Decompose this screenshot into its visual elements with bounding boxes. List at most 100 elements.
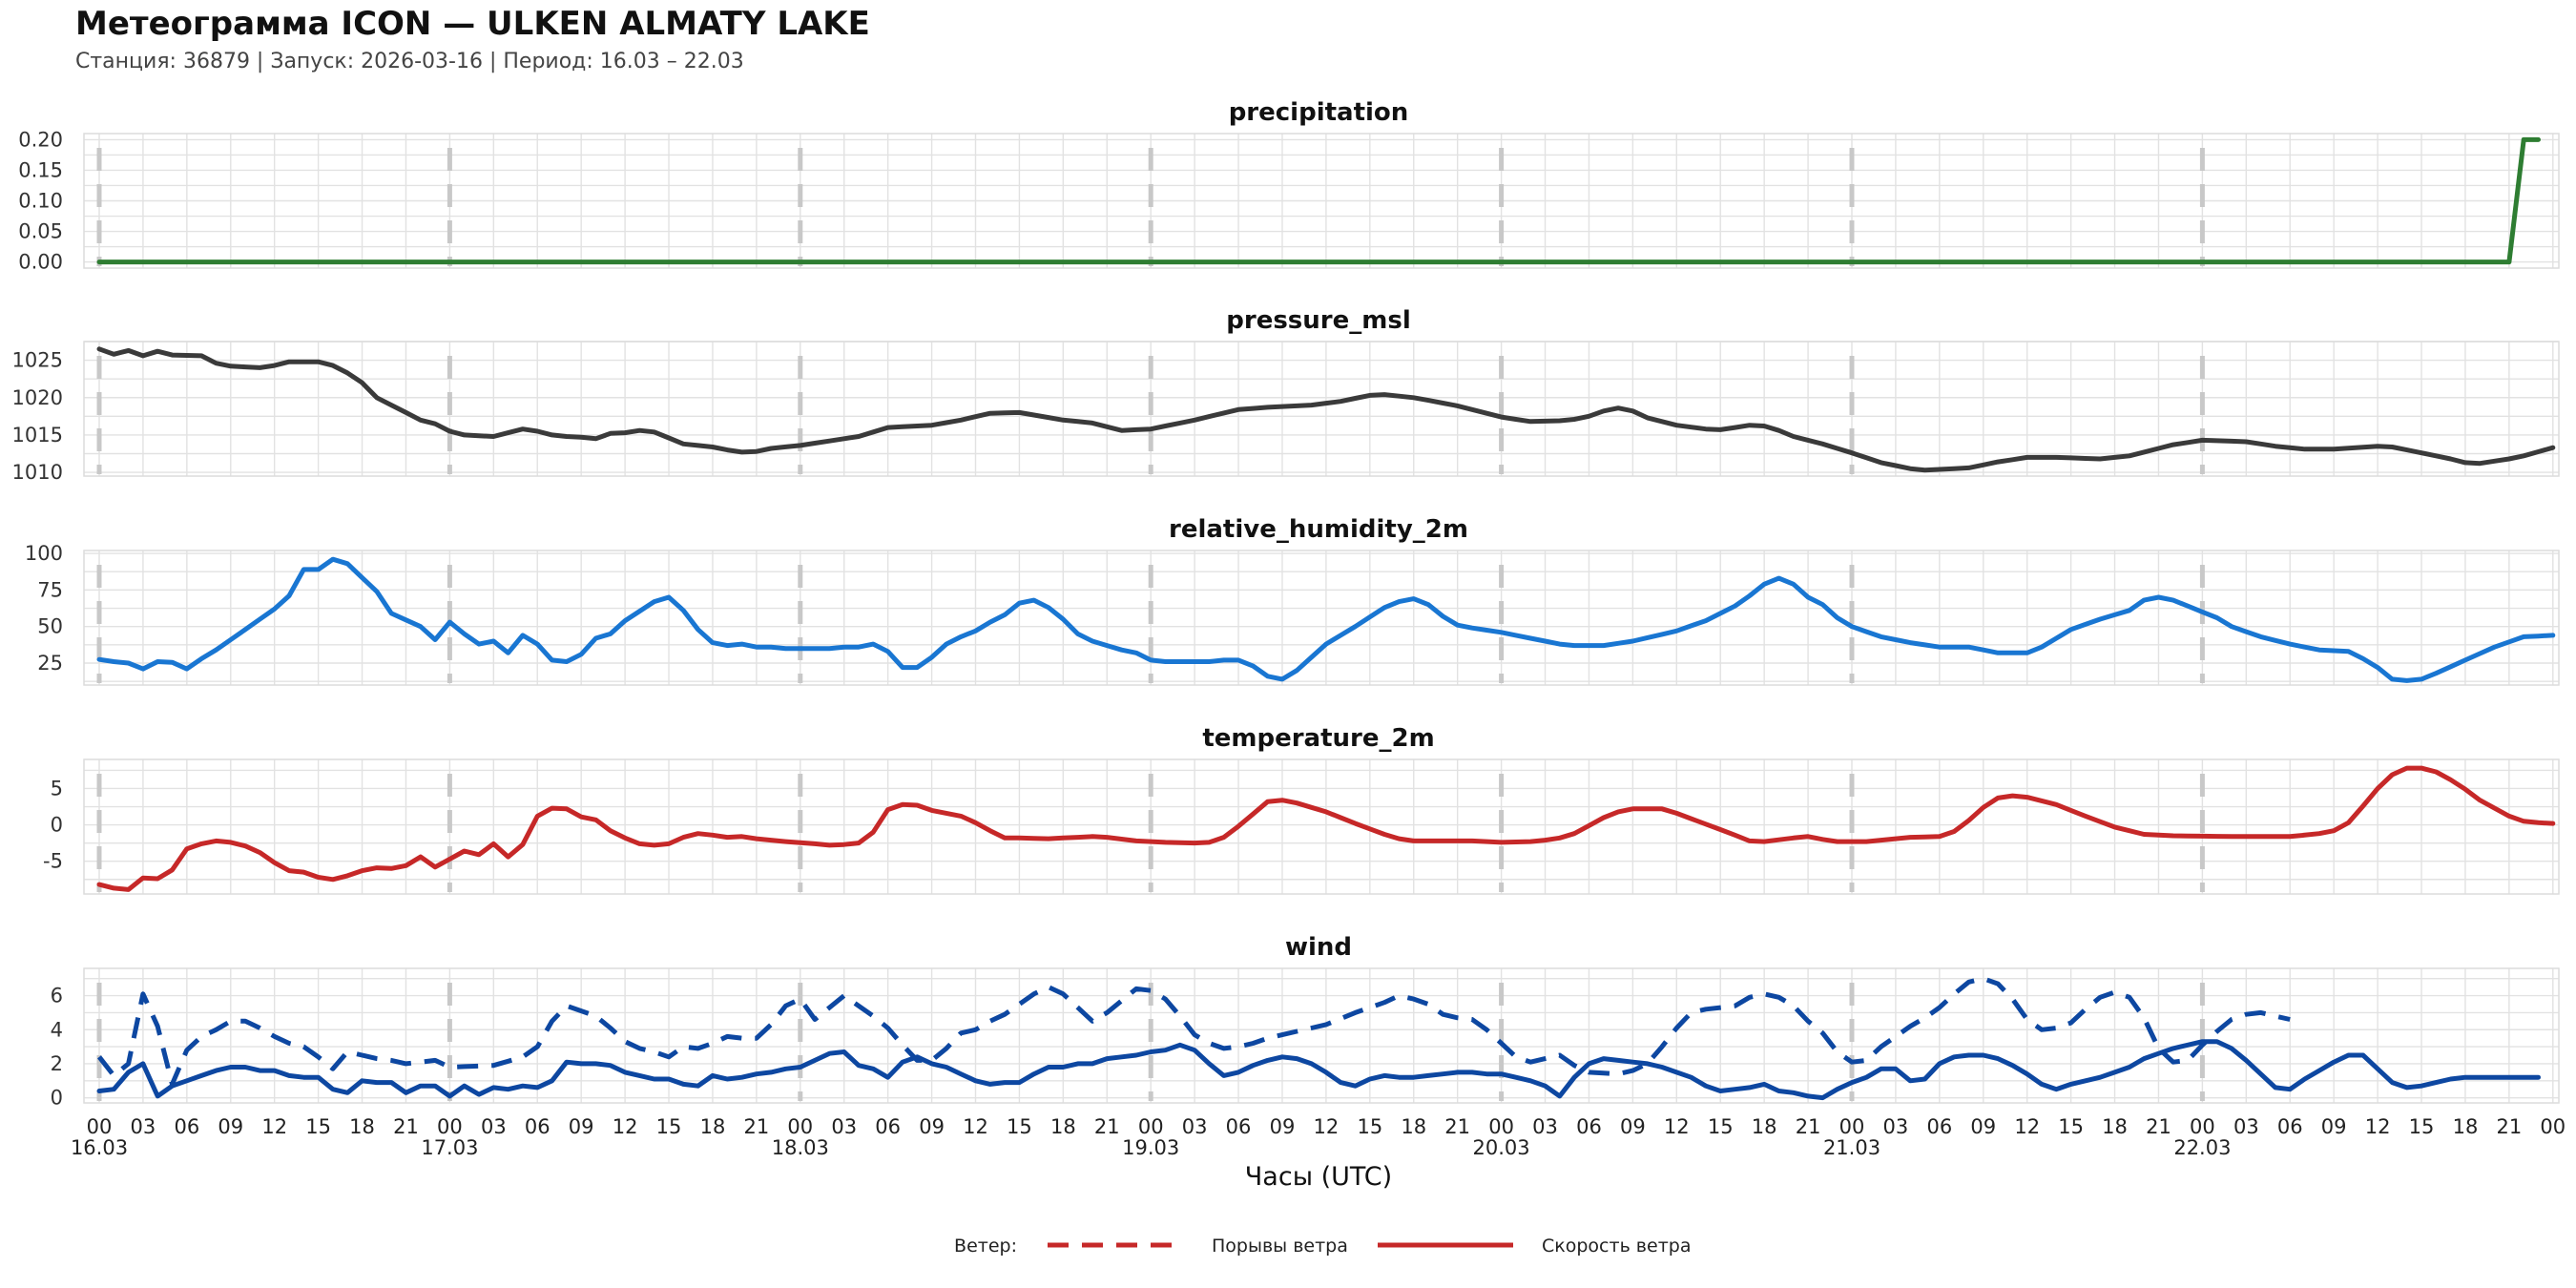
x-tick-label: 06 bbox=[1926, 1115, 1952, 1138]
x-tick-label: 12 bbox=[1314, 1115, 1340, 1138]
y-tick-label: 1015 bbox=[12, 424, 63, 447]
x-tick-label: 00 bbox=[1488, 1115, 1514, 1138]
x-date-label: 16.03 bbox=[71, 1136, 128, 1159]
y-tick-label: 1010 bbox=[12, 461, 63, 484]
x-tick-label: 06 bbox=[174, 1115, 199, 1138]
x-tick-label: 21 bbox=[2146, 1115, 2171, 1138]
x-date-label: 20.03 bbox=[1473, 1136, 1530, 1159]
panel-pressure_msl: pressure_msl 1010 1015 1020 1025 bbox=[12, 306, 2560, 484]
y-tick-label: 100 bbox=[25, 542, 63, 565]
chart-legend: Ветер: Порывы ветра Скорость ветра bbox=[954, 1236, 1691, 1257]
y-tick-label: 0.15 bbox=[18, 158, 63, 181]
y-tick-label: 0 bbox=[51, 1087, 63, 1110]
x-tick-label: 09 bbox=[2321, 1115, 2347, 1138]
series-line-temperature_2m bbox=[96, 765, 2556, 892]
panel-temperature_2m: temperature_2m -5 0 5 bbox=[43, 724, 2560, 895]
legend-label: Скорость ветра bbox=[1542, 1236, 1691, 1257]
panel-frame bbox=[83, 758, 2560, 895]
x-tick-label: 09 bbox=[1620, 1115, 1646, 1138]
x-tick-label: 18 bbox=[700, 1115, 726, 1138]
x-tick-label: 21 bbox=[393, 1115, 419, 1138]
panel-wind: wind 0 2 4 6 bbox=[51, 933, 2560, 1110]
x-tick-label: 21 bbox=[744, 1115, 770, 1138]
series-line-wind bbox=[96, 1039, 2541, 1101]
x-tick-label: 21 bbox=[1094, 1115, 1120, 1138]
panel-relative_humidity_2m: relative_humidity_2m 25 50 75 100 bbox=[25, 515, 2560, 686]
x-tick-label: 06 bbox=[525, 1115, 551, 1138]
x-tick-label: 09 bbox=[1970, 1115, 1996, 1138]
y-tick-label: 0.00 bbox=[18, 251, 63, 274]
panel-title: wind bbox=[1285, 933, 1352, 962]
x-tick-label: 18 bbox=[2453, 1115, 2479, 1138]
panel-frame bbox=[83, 133, 2560, 269]
x-tick-label: 03 bbox=[131, 1115, 156, 1138]
x-tick-label: 06 bbox=[875, 1115, 901, 1138]
y-tick-label: 2 bbox=[51, 1052, 63, 1075]
x-tick-label: 18 bbox=[1050, 1115, 1076, 1138]
y-tick-label: 1025 bbox=[12, 349, 63, 372]
x-tick-label: 21 bbox=[2497, 1115, 2523, 1138]
panel-title: precipitation bbox=[1229, 98, 1409, 127]
x-tick-label: 03 bbox=[831, 1115, 857, 1138]
x-tick-label: 06 bbox=[2277, 1115, 2303, 1138]
x-date-label: 22.03 bbox=[2173, 1136, 2231, 1159]
chart-title: Метеограмма ICON — ULKEN ALMATY LAKE bbox=[75, 5, 870, 43]
x-tick-label: 09 bbox=[218, 1115, 243, 1138]
x-tick-label: 03 bbox=[481, 1115, 507, 1138]
x-tick-label: 12 bbox=[1664, 1115, 1690, 1138]
x-tick-label: 18 bbox=[1401, 1115, 1426, 1138]
x-tick-label: 09 bbox=[1270, 1115, 1296, 1138]
x-tick-label: 03 bbox=[1883, 1115, 1909, 1138]
x-tick-label: 15 bbox=[1357, 1115, 1382, 1138]
x-tick-label: 00 bbox=[1138, 1115, 1164, 1138]
panel-title: pressure_msl bbox=[1226, 306, 1410, 335]
x-tick-label: 00 bbox=[787, 1115, 813, 1138]
y-tick-label: 5 bbox=[51, 777, 63, 800]
panel-title: relative_humidity_2m bbox=[1169, 515, 1468, 544]
x-tick-label: 12 bbox=[613, 1115, 638, 1138]
y-tick-label: 0.05 bbox=[18, 220, 63, 243]
x-tick-label: 15 bbox=[2058, 1115, 2084, 1138]
x-tick-label: 06 bbox=[1576, 1115, 1602, 1138]
series-line-pressure_msl bbox=[96, 346, 2556, 473]
legend-label: Порывы ветра bbox=[1212, 1236, 1348, 1257]
x-tick-label: 03 bbox=[1532, 1115, 1558, 1138]
x-tick-label: 03 bbox=[2233, 1115, 2259, 1138]
x-tick-label: 09 bbox=[919, 1115, 945, 1138]
chart-subtitle: Станция: 36879 | Запуск: 2026-03-16 | Пе… bbox=[75, 50, 744, 73]
x-tick-label: 12 bbox=[2014, 1115, 2040, 1138]
x-tick-label: 18 bbox=[1752, 1115, 1777, 1138]
x-tick-label: 15 bbox=[656, 1115, 682, 1138]
x-tick-label: 00 bbox=[87, 1115, 113, 1138]
y-tick-label: 1020 bbox=[12, 386, 63, 409]
x-date-label: 19.03 bbox=[1122, 1136, 1179, 1159]
x-tick-label: 00 bbox=[1839, 1115, 1865, 1138]
x-date-label: 17.03 bbox=[421, 1136, 478, 1159]
panel-frame bbox=[83, 550, 2560, 686]
x-axis-label: Часы (UTC) bbox=[1245, 1162, 1392, 1192]
x-date-label: 21.03 bbox=[1823, 1136, 1880, 1159]
series-line-gusts bbox=[97, 976, 2291, 1087]
panel-frame bbox=[83, 341, 2560, 477]
series-line-precipitation bbox=[96, 136, 2541, 265]
y-tick-label: 75 bbox=[37, 578, 63, 601]
x-tick-label: 12 bbox=[2365, 1115, 2391, 1138]
x-tick-label: 21 bbox=[1796, 1115, 1821, 1138]
y-tick-label: 0.10 bbox=[18, 190, 63, 213]
y-tick-label: 0.20 bbox=[18, 128, 63, 151]
y-tick-label: 4 bbox=[51, 1018, 63, 1041]
x-tick-label: 18 bbox=[349, 1115, 375, 1138]
x-tick-label: 15 bbox=[1007, 1115, 1032, 1138]
panel-title: temperature_2m bbox=[1202, 724, 1434, 753]
series-line-relative_humidity_2m bbox=[96, 556, 2556, 683]
x-tick-label: 00 bbox=[437, 1115, 463, 1138]
x-tick-label: 06 bbox=[1226, 1115, 1252, 1138]
x-tick-label: 21 bbox=[1444, 1115, 1470, 1138]
panel-precipitation: precipitation 0.00 0.05 0.10 0.15 0.20 bbox=[18, 98, 2560, 274]
y-tick-label: 25 bbox=[37, 652, 63, 675]
chart-panels: precipitation 0.00 0.05 0.10 0.15 0.20 pressur… bbox=[12, 98, 2560, 1110]
y-tick-label: 50 bbox=[37, 615, 63, 638]
x-date-label: 18.03 bbox=[772, 1136, 829, 1159]
x-tick-label: 00 bbox=[2540, 1115, 2566, 1138]
